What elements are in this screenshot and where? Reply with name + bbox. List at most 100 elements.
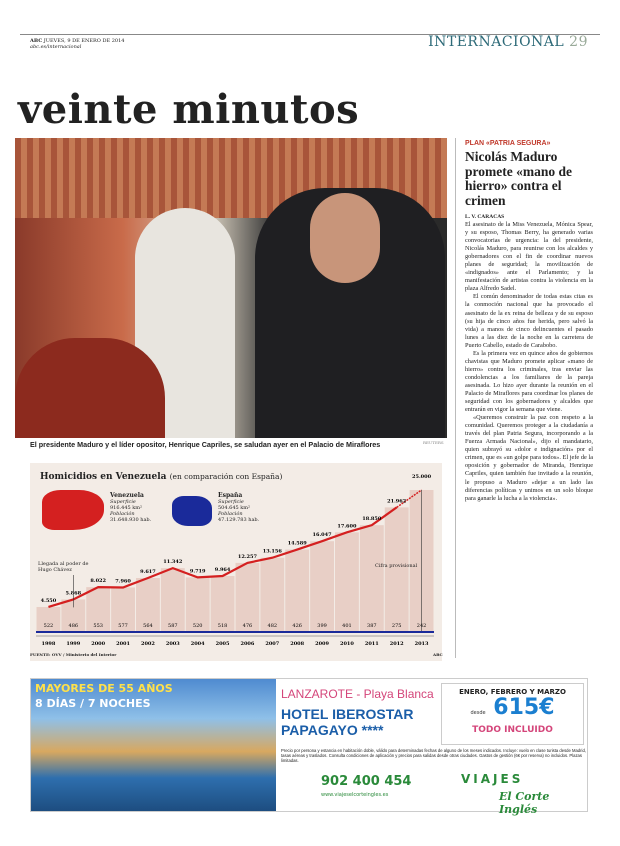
paragraph: «Queremos construir la paz con respeto a… (465, 414, 593, 502)
ad-brand-logo: El Corte Inglés (499, 790, 550, 816)
ad-fine-print: Precio por persona y estancia en habitac… (281, 748, 586, 763)
data-label-spain: 275 (392, 623, 402, 629)
data-label-venezuela: 25.000 (412, 474, 432, 480)
article-kicker: PLAN «PATRIA SEGURA» (465, 140, 551, 147)
x-tick-label: 2002 (141, 641, 155, 647)
bar-venezuela (185, 577, 210, 633)
data-label-venezuela: 13.156 (263, 549, 283, 555)
data-label-spain: 518 (218, 623, 228, 629)
chart-source: FUENTE: OVV / Ministerio del Interior (30, 652, 117, 657)
data-label-spain: 387 (367, 623, 377, 629)
paragraph: Es la primera vez en quince años de gobi… (465, 349, 593, 414)
x-tick-label: 2013 (415, 641, 429, 647)
ad-website[interactable]: www.viajeselcorteingles.es (321, 792, 389, 798)
bar-venezuela (136, 577, 160, 633)
data-label-spain: 553 (93, 623, 103, 629)
x-tick-label: 2003 (166, 641, 180, 647)
page-headline: veinte minutos (18, 86, 360, 133)
data-label-venezuela: 17.600 (337, 523, 357, 529)
line-venezuela-provisional (396, 489, 422, 508)
data-label-venezuela: 9.719 (190, 568, 206, 574)
x-tick-label: 1998 (41, 641, 55, 647)
data-label-venezuela: 16.047 (312, 532, 332, 538)
bar-venezuela (359, 525, 384, 633)
ad-all-inclusive: TODO INCLUIDO (472, 725, 553, 735)
data-label-venezuela: 12.257 (238, 554, 258, 560)
x-tick-label: 2010 (340, 641, 354, 647)
x-tick-label: 2007 (265, 641, 279, 647)
bar-venezuela (86, 587, 111, 633)
annotation-chavez: Llegada al poder de Hugo Chávez (38, 561, 89, 573)
data-label-spain: 520 (193, 623, 203, 629)
x-tick-label: 2009 (315, 641, 329, 647)
chart-title: Homicidios en Venezuela (en comparación … (40, 472, 283, 482)
data-label-spain: 242 (417, 623, 427, 629)
x-tick-label: 2005 (216, 641, 230, 647)
ad-hotel-photo (31, 679, 276, 811)
chart-subtitle: (en comparación con España) (169, 472, 283, 481)
ad-location: LANZAROTE - Playa Blanca (281, 687, 434, 701)
article-title: Nicolás Maduro promete «mano de hierro» … (465, 149, 572, 208)
country-info-venezuela: Venezuela Superficie 916.445 km² Población 3… (110, 492, 152, 524)
paper-name: ABC (30, 38, 43, 44)
ad-phone[interactable]: 902 400 454 (321, 774, 412, 789)
data-label-venezuela: 9.617 (140, 569, 156, 575)
data-label-spain: 577 (118, 623, 128, 629)
venezuela-map (42, 490, 104, 530)
article: PLAN «PATRIA SEGURA» Nicolás Maduro prom… (465, 140, 593, 503)
bar-venezuela (384, 507, 409, 633)
data-label-spain: 476 (243, 623, 253, 629)
web-link[interactable]: abc.es/internacional (30, 44, 82, 50)
bar-venezuela (310, 541, 334, 633)
x-tick-label: 2012 (390, 641, 404, 647)
bar-venezuela (285, 549, 310, 633)
data-label-spain: 482 (268, 623, 278, 629)
annotation-provisional: Cifra provisional (375, 563, 418, 569)
bar-venezuela (160, 568, 185, 633)
data-label-venezuela: 9.964 (215, 567, 231, 573)
data-label-venezuela: 11.342 (163, 559, 183, 565)
section-header: INTERNACIONAL 29 (428, 34, 588, 50)
data-label-spain: 486 (69, 623, 79, 629)
bar-venezuela (210, 576, 235, 633)
spain-map (172, 496, 212, 526)
travel-advertisement[interactable]: MAYORES DE 55 AÑOS 8 DÍAS / 7 NOCHES LAN… (30, 678, 588, 816)
ad-desde: desde (470, 710, 486, 716)
section-name: INTERNACIONAL (428, 34, 565, 50)
page-number: 29 (569, 34, 588, 50)
x-tick-label: 2011 (365, 641, 379, 647)
x-tick-label: 1999 (66, 641, 80, 647)
bar-venezuela (235, 562, 260, 633)
photo-credit: REUTERS (423, 440, 444, 445)
data-label-spain: 522 (44, 623, 54, 629)
x-tick-label: 2001 (116, 641, 130, 647)
news-photo (15, 138, 447, 438)
ad-duration: 8 DÍAS / 7 NOCHES (35, 697, 151, 710)
data-label-spain: 401 (342, 623, 352, 629)
bar-venezuela (111, 587, 135, 633)
data-label-spain: 399 (317, 623, 327, 629)
photo-caption: El presidente Maduro y el líder opositor… (30, 440, 381, 449)
data-label-spain: 426 (292, 623, 302, 629)
bar-venezuela (335, 532, 359, 633)
ad-price: 615€ (493, 695, 555, 720)
data-label-venezuela: 7.960 (115, 578, 131, 584)
ad-hotel-name: HOTEL IBEROSTAR PAPAGAYO **** (281, 706, 414, 738)
data-label-spain: 564 (143, 623, 153, 629)
data-label-venezuela: 18.850 (362, 516, 382, 522)
data-label-venezuela: 21.962 (387, 498, 407, 504)
x-tick-label: 2004 (191, 641, 205, 647)
paragraph: El común denominador de todas estas cita… (465, 293, 593, 349)
ad-price-box: ENERO, FEBRERO Y MARZO desde 615€ TODO I… (441, 683, 584, 745)
article-body: El asesinato de la Miss Venezuela, Mónic… (465, 221, 593, 503)
bar-venezuela (36, 606, 61, 633)
x-tick-label: 2006 (240, 641, 254, 647)
ad-brand-viajes: VIAJES (461, 772, 524, 786)
paragraph: El asesinato de la Miss Venezuela, Mónic… (465, 221, 593, 293)
data-label-venezuela: 14.589 (288, 541, 308, 547)
issue-date: JUEVES, 9 DE ENERO DE 2014 (43, 38, 125, 44)
ad-age-label: MAYORES DE 55 AÑOS (35, 682, 173, 695)
header-rule (20, 34, 600, 35)
header-info: ABC JUEVES, 9 DE ENERO DE 2014 abc.es/int… (30, 38, 124, 50)
